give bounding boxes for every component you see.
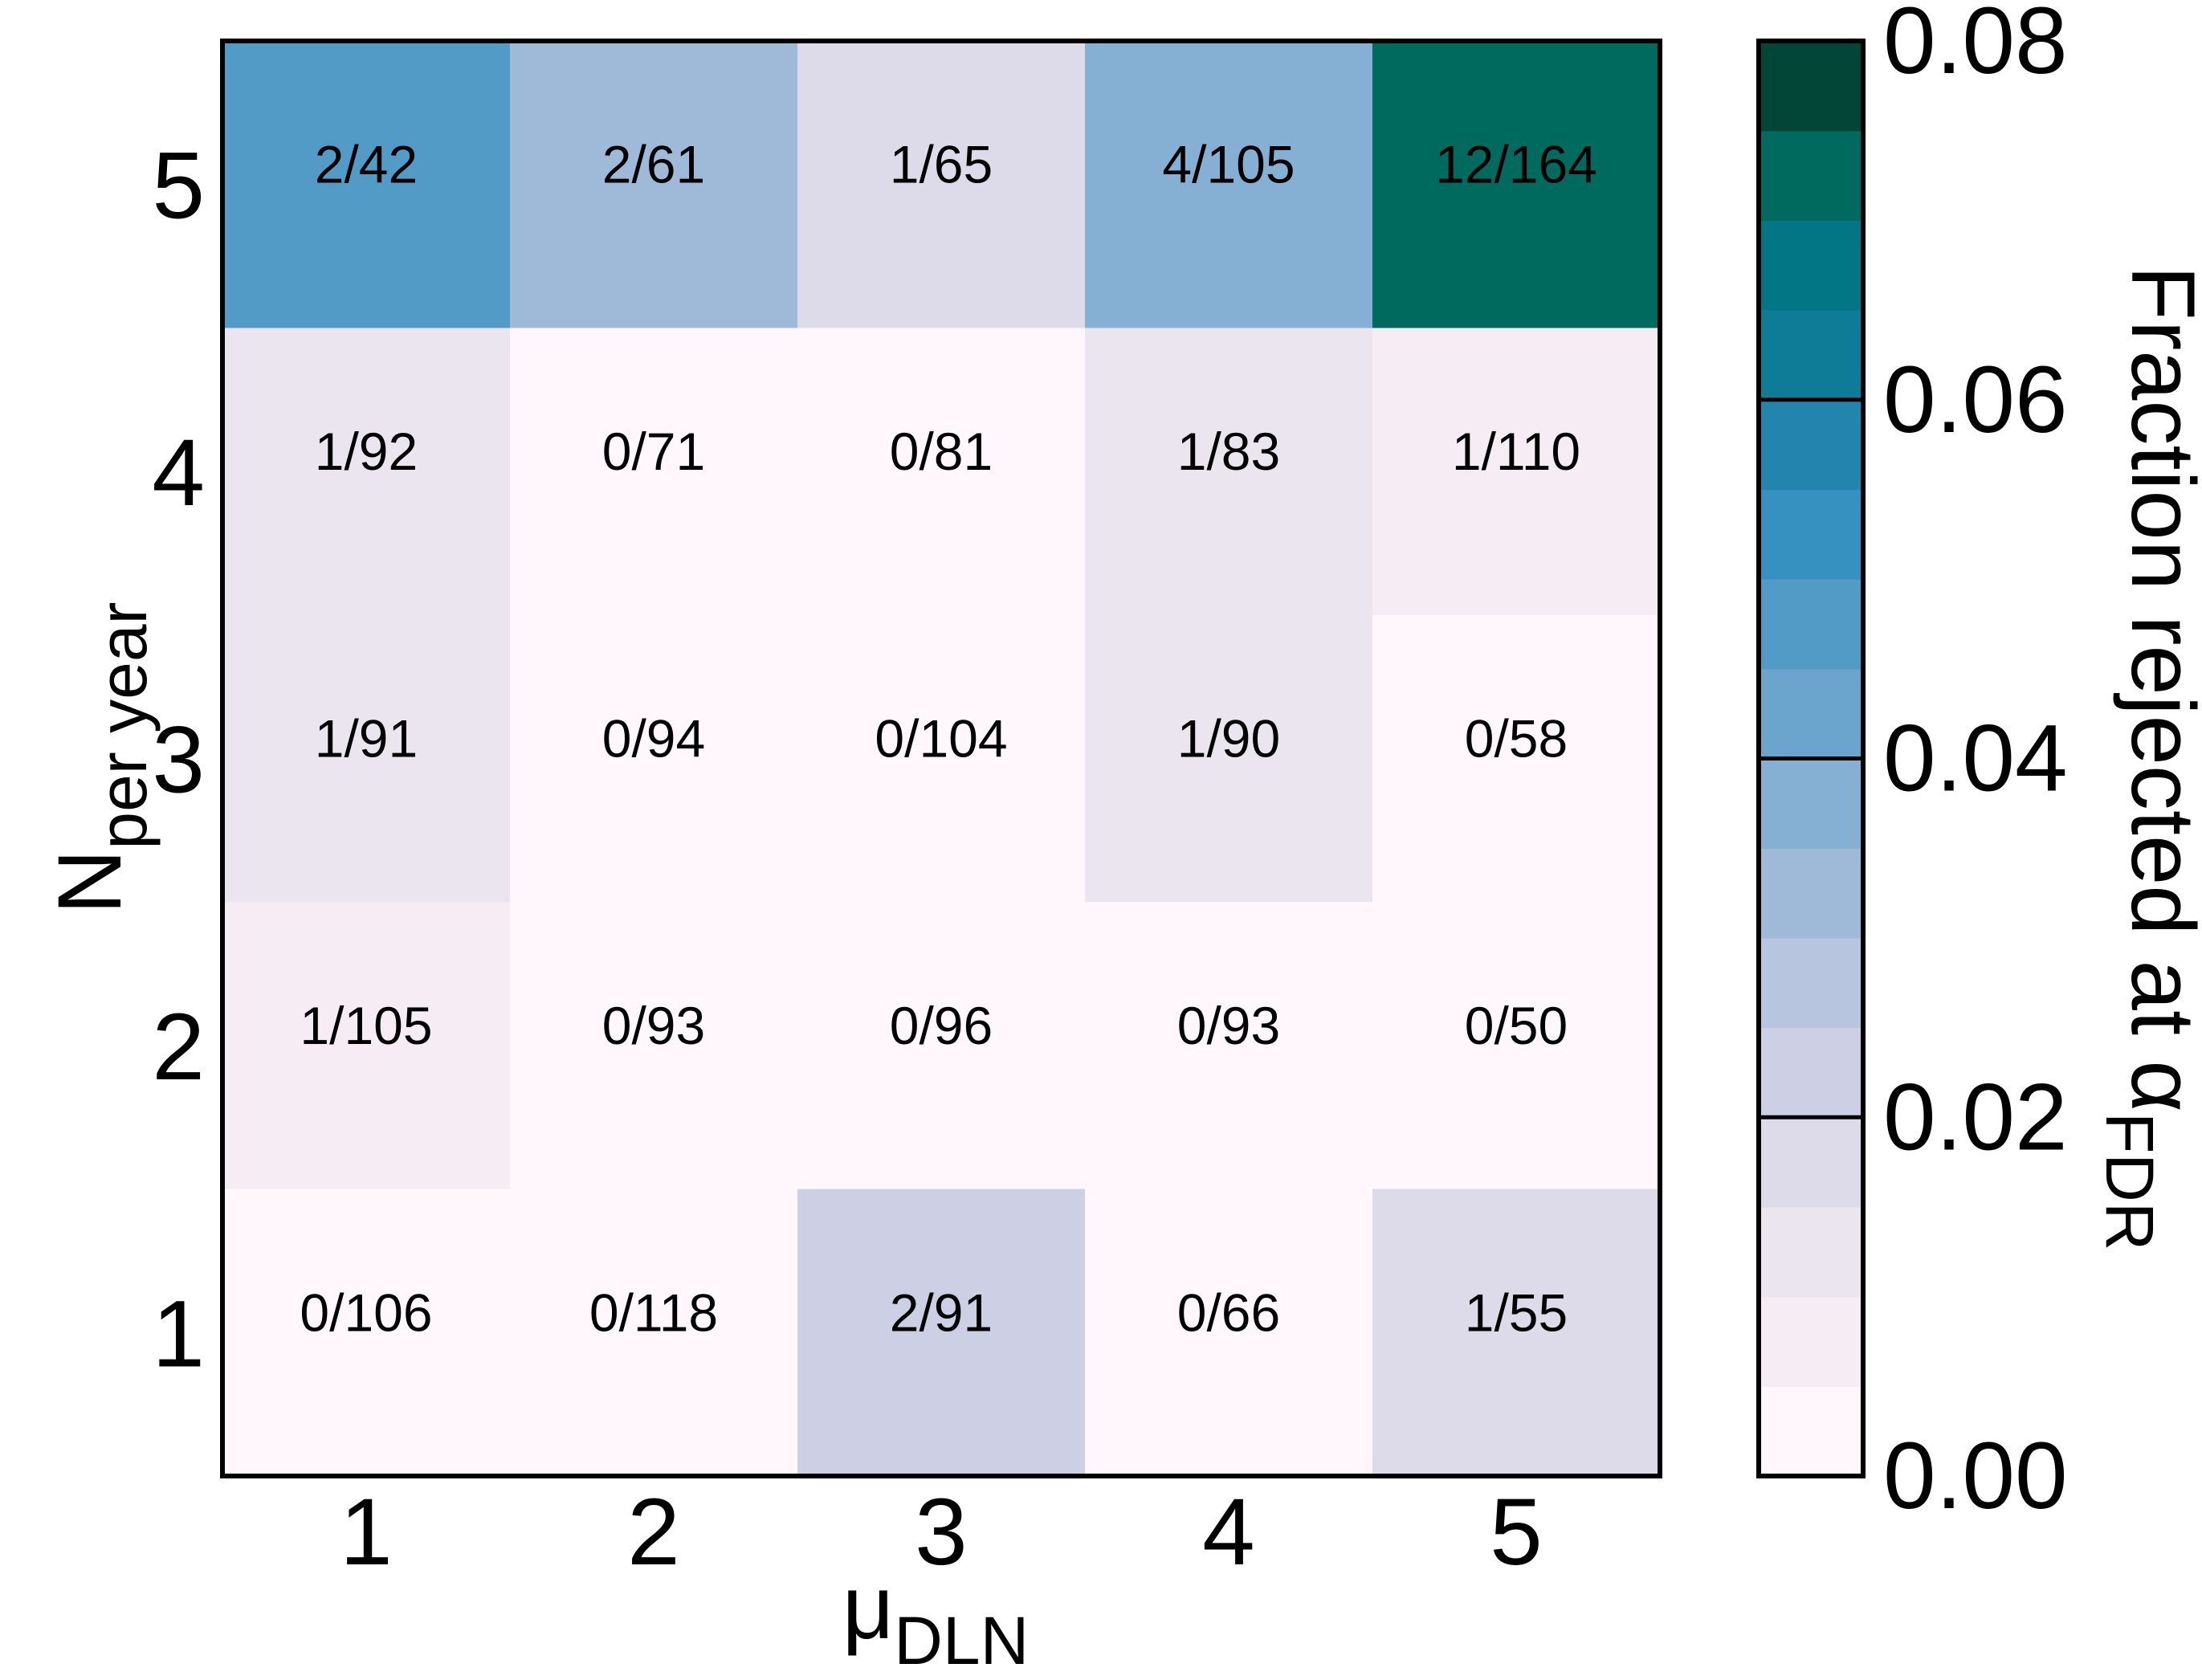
cell-label: 0/50 [1465, 996, 1568, 1055]
colorbar-title: Fraction rejected at αFDR [2092, 265, 2202, 1250]
heatmap-cell [797, 41, 1086, 328]
cell-label: 0/93 [602, 996, 705, 1055]
cell-label: 1/90 [1177, 709, 1280, 769]
x-tick-label: 3 [915, 1479, 968, 1585]
colorbar-level [1759, 1027, 1863, 1118]
cell-label: 0/58 [1465, 709, 1568, 769]
colorbar-level [1759, 41, 1863, 132]
y-tick-label: 3 [152, 707, 205, 813]
heatmap-cell [510, 1189, 798, 1477]
x-tick-label: 1 [340, 1479, 393, 1585]
heatmap-cell [797, 614, 1086, 903]
cell-label: 0/96 [890, 996, 993, 1055]
heatmap-cell [222, 41, 511, 328]
heatmap-cell [1372, 1189, 1661, 1477]
y-axis-title: Nper year [39, 601, 161, 914]
colorbar-level [1759, 1206, 1863, 1298]
heatmap-cells: 2/42 2/61 1/65 4/105 12/164 1/92 0/71 0/81 1/83 1… [222, 41, 1661, 1477]
cell-label: 1/55 [1465, 1282, 1568, 1342]
x-tick-label: 4 [1202, 1479, 1255, 1585]
heatmap-cell [1085, 1189, 1373, 1477]
heatmap-cell [1372, 328, 1661, 616]
cell-label: 1/105 [300, 996, 432, 1055]
cell-label: 1/65 [890, 135, 993, 194]
x-axis-title: μDLN [842, 1557, 1030, 1678]
colorbar-tick-label: 0.06 [1883, 347, 2068, 453]
cell-label: 0/118 [589, 1282, 718, 1342]
cell-label: 0/81 [890, 422, 993, 481]
heatmap-cell [1085, 614, 1373, 903]
heatmap-cell [797, 902, 1086, 1190]
colorbar-level [1759, 489, 1863, 580]
heatmap-cell [1372, 902, 1661, 1190]
colorbar-ticks: 0.00 0.02 0.04 0.06 0.08 [1759, 0, 2068, 1529]
colorbar-level [1759, 130, 1863, 221]
heatmap-cell [1372, 41, 1661, 328]
cell-label: 2/61 [602, 135, 705, 194]
x-tick-labels: 1 2 3 4 5 [340, 1479, 1543, 1585]
cell-label: 1/110 [1452, 422, 1580, 481]
colorbar-tick-label: 0.04 [1883, 706, 2068, 812]
heatmap-cell [1085, 41, 1373, 328]
colorbar-level [1759, 579, 1863, 670]
heatmap-cell [222, 1189, 511, 1477]
colorbar-level [1759, 668, 1863, 760]
x-tick-label: 5 [1490, 1479, 1543, 1585]
heatmap-cell [510, 41, 798, 328]
colorbar-tick-label: 0.02 [1883, 1064, 2068, 1170]
cell-label: 0/93 [1177, 996, 1280, 1055]
colorbar-level [1759, 220, 1863, 311]
heatmap-cell [797, 1189, 1086, 1477]
cell-label: 0/104 [875, 709, 1007, 769]
colorbar-level [1759, 1117, 1863, 1208]
cell-label: 1/83 [1177, 422, 1280, 481]
cell-label: 0/66 [1177, 1282, 1280, 1342]
y-tick-label: 5 [152, 133, 205, 239]
cell-label: 2/91 [890, 1282, 993, 1342]
cell-label: 0/106 [300, 1282, 432, 1342]
cell-label: 12/164 [1435, 135, 1597, 194]
colorbar [1759, 41, 1863, 1477]
heatmap-cell [222, 328, 511, 616]
colorbar-level [1759, 937, 1863, 1029]
x-tick-label: 2 [627, 1479, 680, 1585]
heatmap-cell [222, 902, 511, 1190]
cell-label: 1/91 [315, 709, 418, 769]
cell-label: 0/71 [602, 422, 705, 481]
cell-label: 1/92 [315, 422, 418, 481]
heatmap-cell [510, 902, 798, 1190]
heatmap-cell [1085, 902, 1373, 1190]
heatmap-cell [510, 614, 798, 903]
colorbar-level [1759, 310, 1863, 401]
heatmap-cell [510, 328, 798, 616]
colorbar-tick-label: 0.00 [1883, 1423, 2068, 1529]
cell-label: 4/105 [1162, 135, 1295, 194]
y-tick-label: 4 [152, 420, 205, 526]
y-tick-label: 2 [152, 994, 205, 1100]
heatmap-cell [1372, 614, 1661, 903]
colorbar-level [1759, 1386, 1863, 1477]
cell-label: 0/94 [602, 709, 705, 769]
colorbar-level [1759, 848, 1863, 939]
cell-label: 2/42 [315, 135, 418, 194]
y-tick-labels: 1 2 3 4 5 [152, 133, 205, 1388]
heatmap-cell [222, 614, 511, 903]
colorbar-level [1759, 399, 1863, 491]
colorbar-level [1759, 758, 1863, 849]
colorbar-level [1759, 1296, 1863, 1387]
colorbar-tick-label: 0.08 [1883, 0, 2068, 94]
y-tick-label: 1 [152, 1281, 205, 1387]
heatmap-cell [1085, 328, 1373, 616]
heatmap-cell [797, 328, 1086, 616]
plot-frame [220, 39, 1662, 1478]
